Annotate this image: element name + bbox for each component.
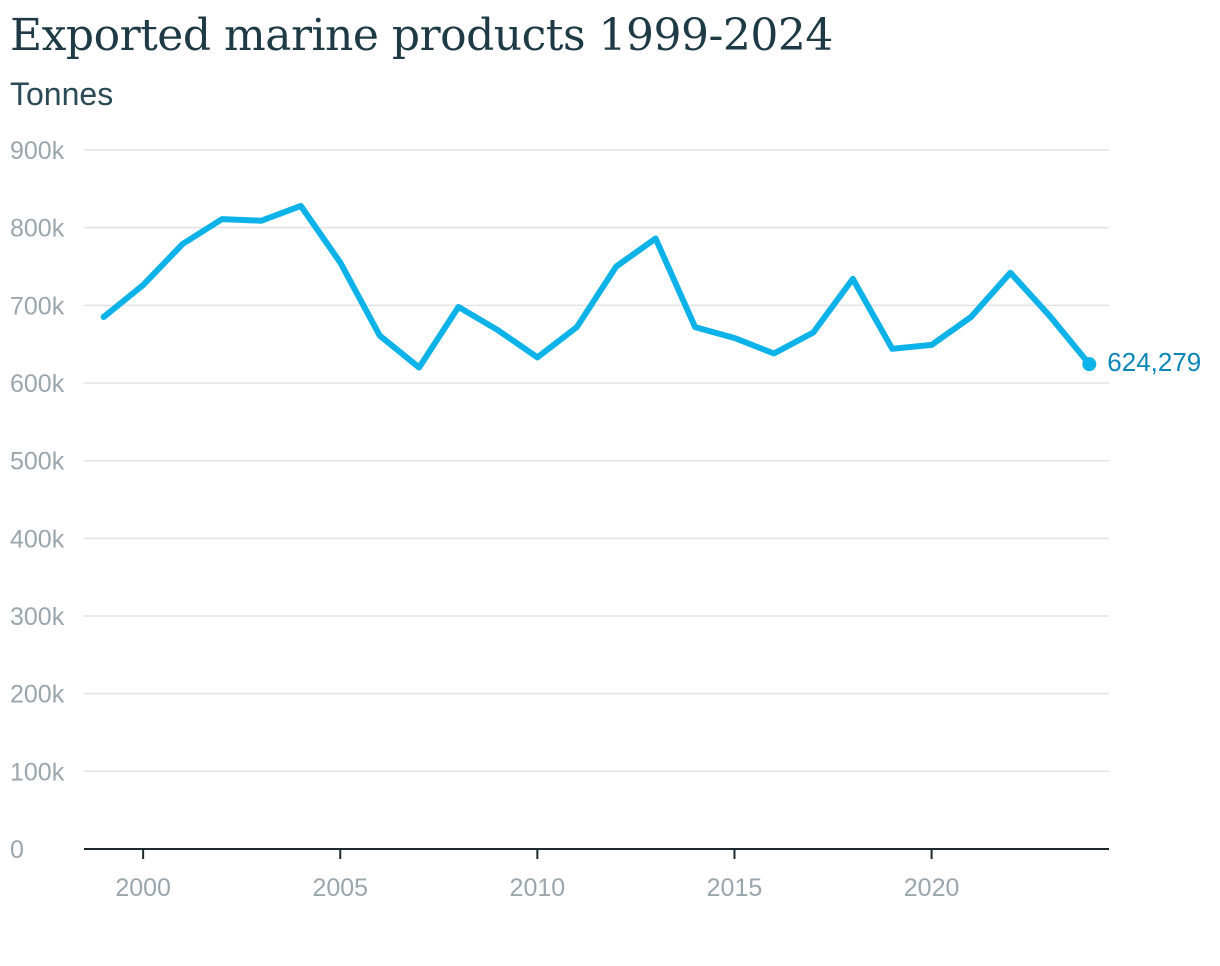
x-axis: 2000 2005 2010 2015 2020 — [84, 848, 1109, 902]
y-axis-tick-labels: 0 100k 200k 300k 400k 500k 600k 700k 800k 900k — [10, 137, 65, 864]
end-value-label: 624,279 — [1107, 347, 1201, 377]
x-tick-label: 2000 — [115, 874, 171, 902]
series-line — [100, 202, 1093, 371]
series-end-point — [1082, 357, 1097, 372]
x-tick-label: 2015 — [707, 874, 763, 902]
y-tick-label: 0 — [10, 836, 24, 864]
y-tick-label: 400k — [10, 525, 65, 553]
y-tick-label: 600k — [10, 370, 65, 398]
y-tick-label: 800k — [10, 215, 65, 243]
y-tick-label: 700k — [10, 292, 65, 320]
annotation-layer: 624,279 — [1107, 347, 1201, 377]
y-tick-label: 300k — [10, 603, 65, 631]
y-tick-label: 100k — [10, 758, 65, 786]
y-tick-label: 500k — [10, 448, 65, 476]
y-tick-label: 200k — [10, 681, 65, 709]
chart-subtitle: Tonnes — [10, 76, 114, 112]
series-layer — [100, 202, 1097, 372]
x-tick-label: 2020 — [904, 874, 960, 902]
x-tick-label: 2010 — [510, 874, 566, 902]
grid-lines — [84, 149, 1109, 773]
y-tick-label: 900k — [10, 137, 65, 165]
x-tick-label: 2005 — [312, 874, 368, 902]
chart-title: Exported marine products 1999-2024 — [10, 10, 833, 61]
